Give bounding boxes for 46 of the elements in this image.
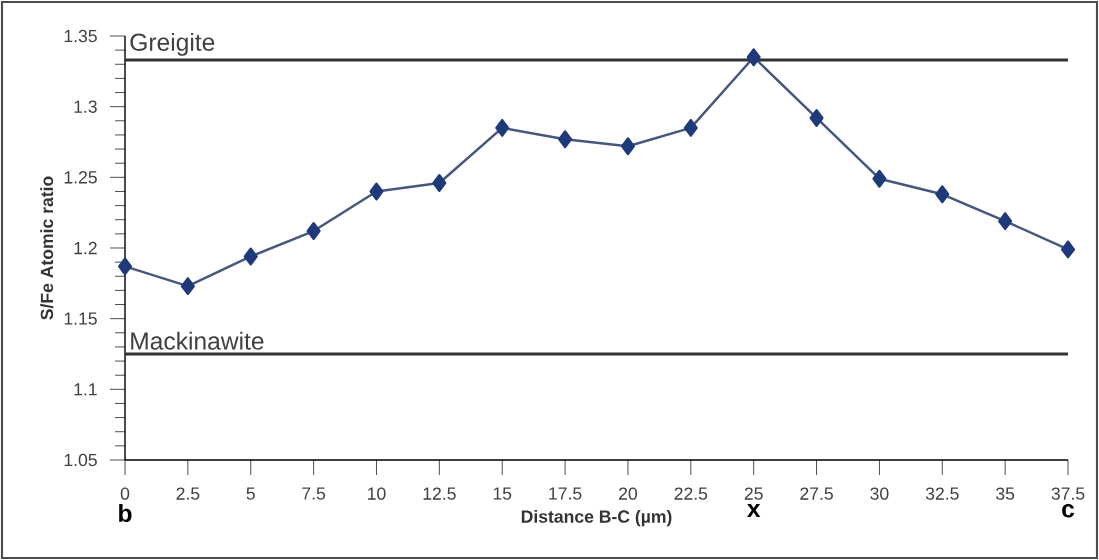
point — [809, 109, 824, 127]
y-axis-title: S/Fe Atomic ratio — [40, 176, 54, 320]
x-tick-label: 30 — [870, 487, 889, 500]
point — [872, 169, 887, 188]
ref-line-label: Mackinawite — [131, 331, 264, 350]
text: b — [119, 504, 132, 523]
point — [432, 174, 447, 192]
point — [180, 277, 195, 296]
x-axis-title: Distance B-C (µm) — [521, 509, 672, 527]
y-tick-label: 1.2 — [74, 241, 97, 255]
text: x — [747, 504, 761, 518]
x-tick-label: 10 — [368, 487, 386, 500]
point — [243, 247, 258, 266]
x-tick-label: 5 — [246, 487, 255, 500]
point — [306, 222, 321, 240]
y-tick-label: 1.1 — [74, 383, 97, 396]
point — [495, 118, 510, 137]
point — [117, 257, 133, 276]
point — [935, 185, 950, 204]
x-tick-label: 12.5 — [423, 487, 456, 500]
point — [1061, 240, 1076, 259]
x-tick-label: 27.5 — [800, 487, 833, 500]
x-tick-label: 7.5 — [302, 487, 326, 500]
y-tick-label: 1.25 — [64, 171, 97, 184]
x-tick-label: 37.5 — [1051, 487, 1085, 500]
point — [746, 48, 761, 67]
y-tick-label: 1.15 — [64, 312, 97, 325]
point — [558, 130, 573, 149]
x-tick-label: 2.5 — [176, 487, 200, 500]
x-tick-label: 17.5 — [549, 487, 582, 500]
y-tick-label: 1.05 — [64, 453, 97, 467]
y-tick-label: 1.3 — [74, 100, 97, 113]
x-tick-label: 22.5 — [674, 487, 708, 500]
point — [683, 118, 698, 137]
x-tick-label: 32.5 — [925, 487, 959, 500]
x-tick-label: 0 — [120, 487, 130, 500]
x-tick-label: 20 — [619, 487, 638, 500]
ref-line-label: Greigite — [130, 32, 215, 56]
y-tick-label: 1.35 — [64, 29, 97, 43]
text: c — [1062, 504, 1075, 518]
x-tick-label: 35 — [996, 487, 1015, 500]
x-tick-label: 15 — [493, 487, 512, 500]
point — [369, 182, 384, 201]
x-tick-label: 25 — [744, 487, 763, 500]
point — [998, 212, 1013, 231]
point — [620, 137, 635, 156]
